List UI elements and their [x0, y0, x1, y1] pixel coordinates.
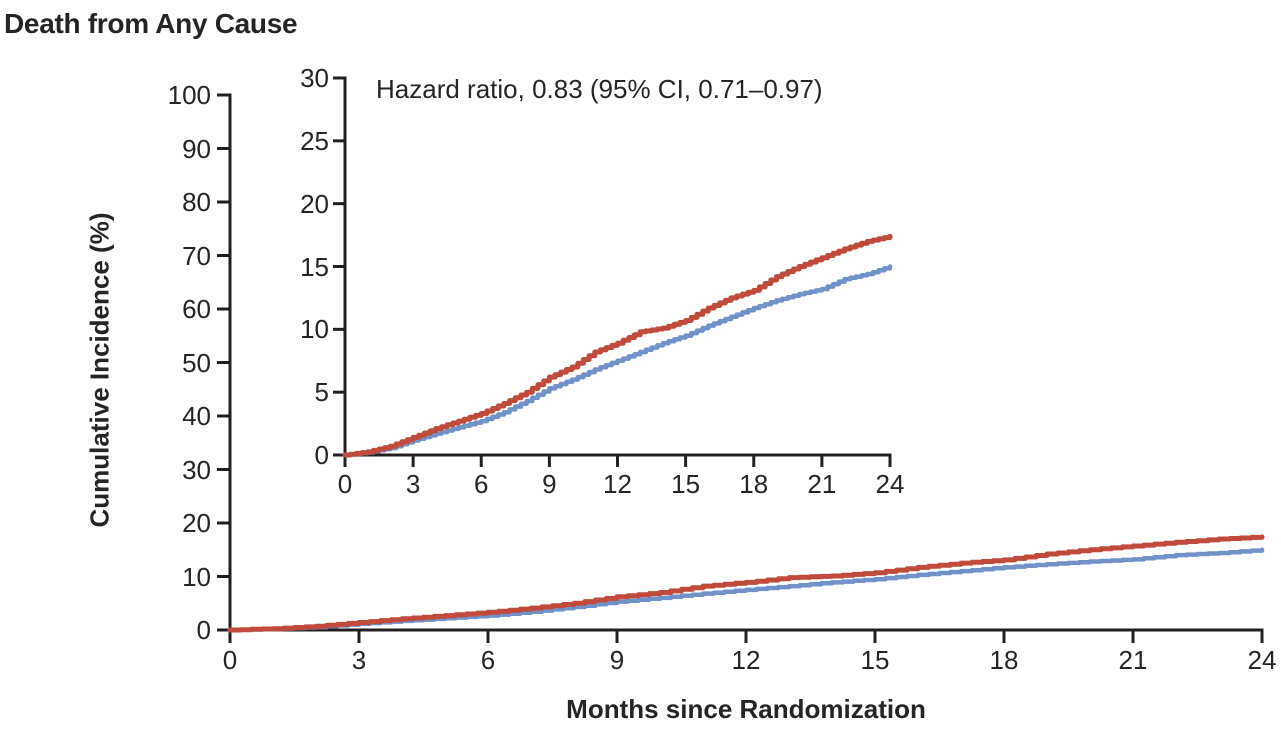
inset-y-tick-label: 5	[314, 377, 329, 408]
inset-x-tick-label: 9	[542, 469, 557, 499]
main-y-tick-label: 60	[182, 294, 211, 324]
main-y-tick-label: 10	[182, 561, 211, 592]
inset-red-curve	[342, 233, 893, 458]
main-x-tick-label: 6	[480, 645, 496, 675]
main-x-tick-label: 24	[1247, 645, 1277, 675]
inset-y-tick-label: 15	[300, 251, 329, 282]
main-y-tick-label: 90	[182, 133, 211, 164]
x-axis-label: Months since Randomization	[566, 694, 926, 724]
main-y-tick-label: 20	[182, 508, 211, 538]
main-y-tick-label: 100	[167, 80, 211, 110]
main-red-curve	[227, 534, 1265, 633]
main-x-tick-label: 18	[989, 645, 1019, 675]
inset-y-tick-label: 25	[300, 125, 329, 156]
main-x-tick-label: 3	[351, 645, 367, 675]
main-blue-curve	[227, 547, 1265, 633]
inset-x-tick-label: 6	[474, 469, 489, 499]
inset-x-tick-label: 12	[603, 469, 632, 499]
main-y-tick-label: 0	[196, 615, 211, 645]
main-y-tick-label: 70	[182, 240, 211, 271]
main-x-tick-label: 9	[609, 645, 625, 675]
inset-y-tick-label: 0	[314, 440, 329, 470]
hazard-ratio-annotation: Hazard ratio, 0.83 (95% CI, 0.71–0.97)	[376, 74, 823, 104]
y-axis-label: Cumulative Incidence (%)	[84, 212, 115, 528]
inset-x-tick-label: 15	[671, 469, 701, 499]
figure-title: Death from Any Cause	[4, 8, 298, 39]
inset-x-tick-label: 24	[875, 469, 905, 499]
inset-x-tick-label: 0	[337, 469, 353, 499]
main-x-tick-label: 12	[731, 645, 761, 675]
inset-y-tick-label: 30	[300, 63, 329, 93]
main-y-tick-label: 80	[182, 187, 211, 217]
inset-x-tick-label: 3	[405, 469, 421, 499]
main-y-tick-label: 50	[182, 347, 211, 378]
main-y-tick-label: 40	[182, 401, 211, 431]
inset-x-tick-label: 18	[739, 469, 769, 499]
inset-y-tick-label: 10	[300, 314, 329, 345]
main-x-tick-label: 15	[860, 645, 890, 675]
main-x-tick-label: 21	[1118, 645, 1148, 675]
main-y-tick-label: 30	[182, 454, 211, 485]
inset-x-tick-label: 21	[807, 469, 837, 499]
inset-y-tick-label: 20	[300, 188, 329, 219]
main-x-tick-label: 0	[222, 645, 238, 675]
inset-blue-curve	[342, 264, 893, 458]
